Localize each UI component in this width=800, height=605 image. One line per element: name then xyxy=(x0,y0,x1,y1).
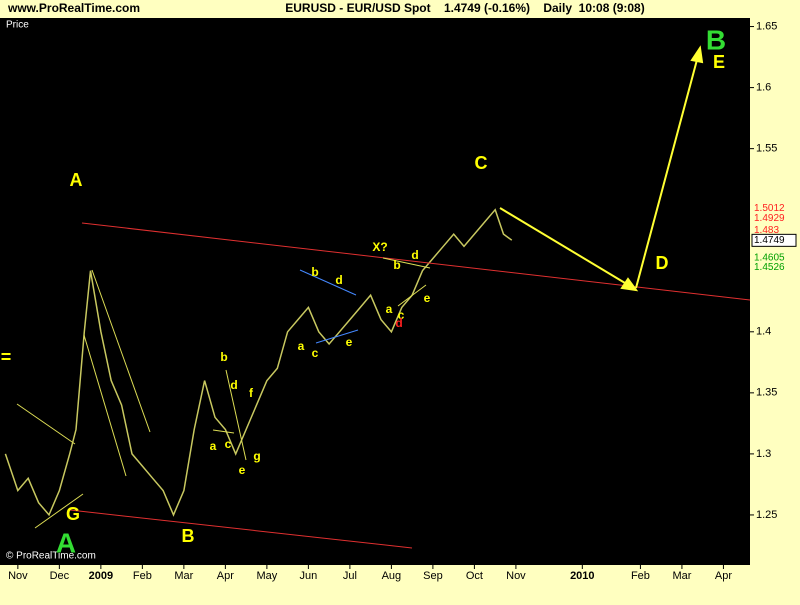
wave-label: B xyxy=(182,526,195,546)
price-label: 1.4605 xyxy=(754,253,785,264)
x-tick-label: Sep xyxy=(423,570,443,582)
wave-label: a xyxy=(210,439,217,453)
site: www.ProRealTime.com xyxy=(7,1,140,15)
x-tick-label: Mar xyxy=(672,570,691,582)
x-tick-label: Aug xyxy=(382,570,402,582)
copyright: © ProRealTime.com xyxy=(6,551,96,562)
wave-label: c xyxy=(398,308,405,322)
x-tick-label: Jul xyxy=(343,570,357,582)
x-tick-label: Feb xyxy=(133,570,152,582)
price-label: 1.4929 xyxy=(754,213,785,224)
price-box xyxy=(751,233,797,247)
y-tick-label: 1.3 xyxy=(756,448,771,460)
y-tick-label: 1.25 xyxy=(756,509,777,521)
price-box xyxy=(752,224,796,237)
wave-label: d xyxy=(411,248,418,262)
triangle-line xyxy=(382,257,431,269)
wave-label: c xyxy=(312,346,319,360)
price-label: 1.5012 xyxy=(754,203,785,214)
x-tick-label: Feb xyxy=(631,570,650,582)
x-tick-label: Oct xyxy=(466,570,483,582)
wave-label: B xyxy=(706,24,726,55)
arrowhead xyxy=(690,45,704,64)
wave-label: G xyxy=(66,504,80,524)
plot-area xyxy=(0,18,750,565)
triangle-line xyxy=(315,329,359,344)
wave-label: D xyxy=(656,253,669,273)
panel-label: Price xyxy=(6,20,29,31)
wave-label: b xyxy=(220,350,227,364)
wave-label: e xyxy=(424,291,431,305)
price-label: 1.483 xyxy=(754,225,779,236)
wave-label: c xyxy=(225,437,232,451)
wave-label: A xyxy=(70,170,83,190)
triangle-line xyxy=(212,429,235,434)
triangle-line xyxy=(225,369,247,461)
price-box xyxy=(752,251,796,264)
forecast-arrows xyxy=(499,45,704,292)
wave-label: g xyxy=(253,449,260,463)
wave-label: f xyxy=(249,386,254,400)
y-tick-label: 1.55 xyxy=(756,143,777,155)
wave-label: b xyxy=(393,258,400,272)
trendlines xyxy=(16,222,751,549)
wave-label: = xyxy=(1,347,12,367)
trendline xyxy=(69,509,413,549)
wave-label: a xyxy=(386,302,393,316)
trendline xyxy=(81,222,751,301)
wave-label: C xyxy=(475,153,488,173)
arrow xyxy=(635,55,699,289)
price-label: 1.4526 xyxy=(754,262,785,273)
price-box xyxy=(752,212,796,225)
channel-line xyxy=(34,493,84,529)
wave-label: a xyxy=(298,339,305,353)
y-tick-label: 1.4 xyxy=(756,326,771,338)
price-label: 1.4749 xyxy=(754,235,785,246)
x-tick-label: 2010 xyxy=(570,570,594,582)
wave-label: e xyxy=(239,463,246,477)
wave-label: E xyxy=(713,52,725,72)
x-tick-label: May xyxy=(256,570,277,582)
x-tick-label: Dec xyxy=(50,570,70,582)
channel-line xyxy=(91,269,151,433)
wave-label: e xyxy=(346,335,353,349)
wave-label: d xyxy=(395,316,402,330)
chart-title: EURUSD - EUR/USD Spot 1.4749 (-0.16%) Da… xyxy=(285,1,644,15)
triangle-line xyxy=(397,284,427,307)
y-tick-label: 1.6 xyxy=(756,82,771,94)
wave-label: d xyxy=(335,273,342,287)
price-box xyxy=(752,261,796,274)
wave-label: d xyxy=(230,378,237,392)
triangle-line xyxy=(299,269,357,296)
wave-label: b xyxy=(311,265,318,279)
y-tick-label: 1.65 xyxy=(756,20,777,32)
wave-label: X? xyxy=(372,240,387,254)
channel-line xyxy=(83,334,127,477)
x-tick-label: Apr xyxy=(715,570,732,582)
wave-label: A xyxy=(56,527,76,558)
x-tick-label: Jun xyxy=(300,570,318,582)
x-tick-label: Mar xyxy=(174,570,193,582)
x-tick-label: 2009 xyxy=(89,570,113,582)
y-tick-label: 1.35 xyxy=(756,387,777,399)
annotations: A A B B C D E G X? b d a c e b d a c e d… xyxy=(1,24,726,558)
arrow xyxy=(499,207,631,287)
arrowhead xyxy=(620,277,639,292)
price-box xyxy=(752,202,796,215)
channel-line xyxy=(16,403,76,445)
x-tick-label: Apr xyxy=(217,570,234,582)
x-tick-label: Nov xyxy=(506,570,526,582)
x-tick-label: Nov xyxy=(8,570,28,582)
